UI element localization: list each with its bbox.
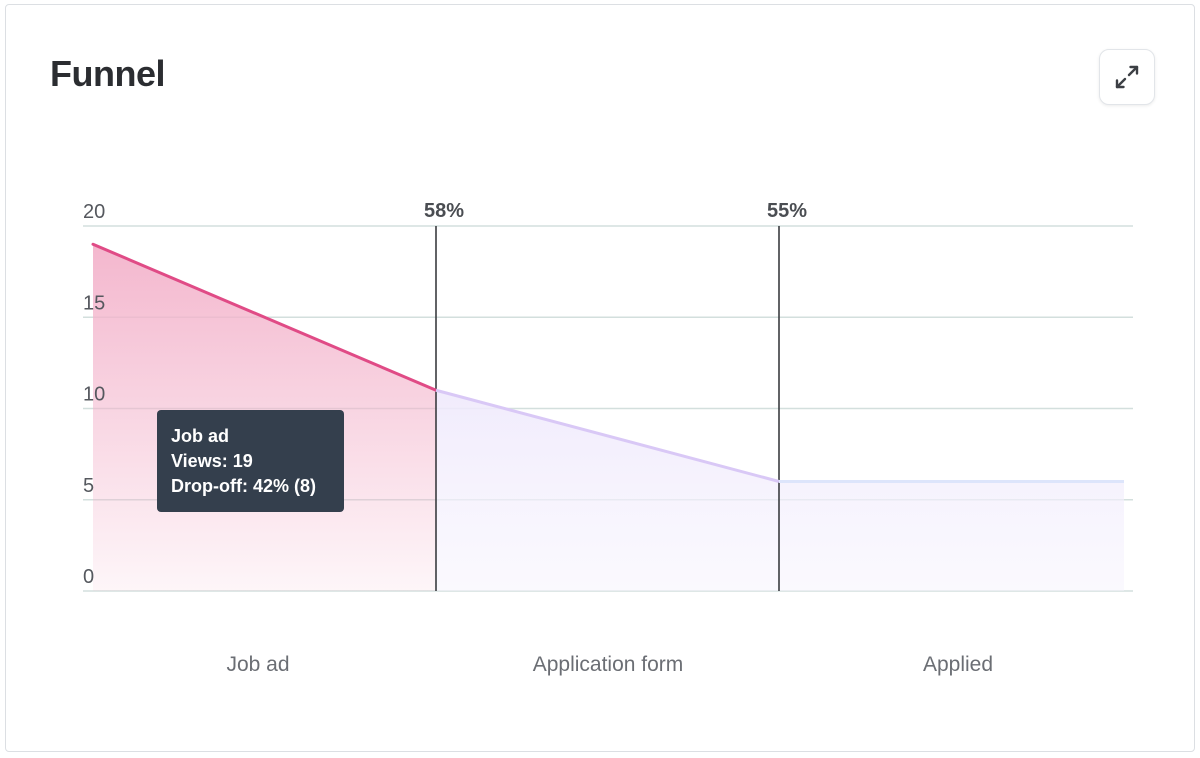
card-title: Funnel: [50, 53, 165, 94]
step-conversion-label-2: 55%: [767, 200, 807, 222]
y-tick-label-20: 20: [83, 201, 105, 223]
tooltip-title: Job ad: [171, 426, 230, 446]
category-label-job-ad: Job ad: [226, 653, 289, 676]
line-segment-job-ad: [91, 242, 438, 392]
step-conversion-label-1: 58%: [424, 200, 464, 222]
tooltip-dropoff: Drop-off: 42% (8): [171, 476, 316, 496]
y-tick-label-5: 5: [83, 475, 94, 497]
y-tick-label-0: 0: [83, 566, 94, 588]
expand-button[interactable]: [1099, 49, 1155, 105]
y-tick-label-15: 15: [83, 292, 105, 314]
expand-arrows-icon: [1111, 61, 1143, 93]
y-tick-label-10: 10: [83, 384, 105, 406]
tooltip-views: Views: 19: [171, 451, 253, 471]
category-label-applied: Applied: [923, 653, 993, 676]
line-segment-application-form: [435, 388, 780, 483]
chart-tooltip: Job ad Views: 19 Drop-off: 42% (8): [157, 410, 344, 512]
category-label-application-form: Application form: [533, 653, 684, 676]
area-segment-rest: [436, 390, 1124, 591]
